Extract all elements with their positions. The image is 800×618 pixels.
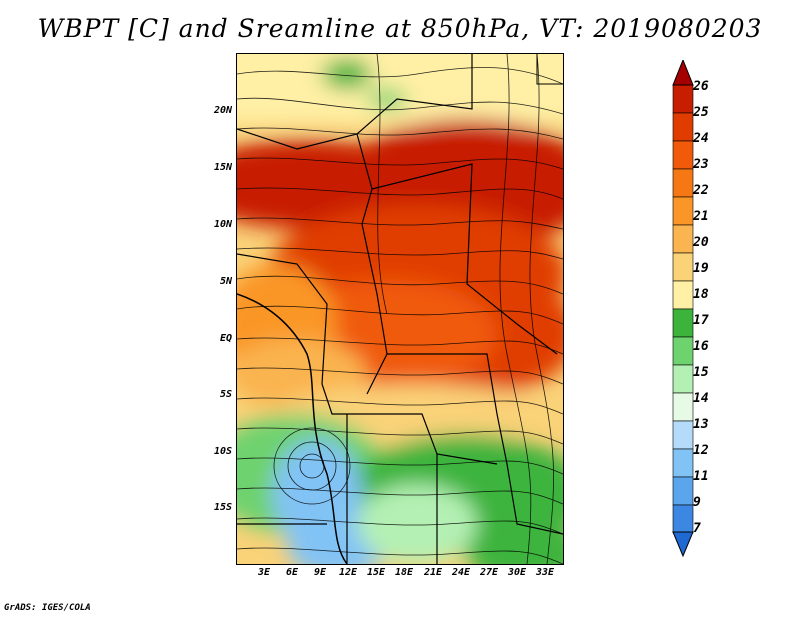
colorbar-label: 17 [693,313,709,328]
y-axis-label: 15S [213,502,232,513]
y-axis-label: 5N [219,276,232,287]
x-axis-label: 6E [285,567,299,578]
colorbar-label: 7 [693,521,701,536]
coastline [237,293,348,564]
x-axis-label: 21E [423,567,443,578]
colorbar-box [672,448,694,478]
colorbar-label: 24 [693,131,709,146]
colorbar-label: 22 [693,183,709,198]
y-axis-label: 5S [219,389,232,400]
colorbar-box [672,364,694,394]
y-axis-label: EQ [219,333,232,344]
colorbar-box [672,392,694,422]
x-axis-label: 27E [479,567,499,578]
colorbar-box [672,308,694,338]
red-sea-coast [536,54,563,85]
country-borders [237,54,563,564]
footer-credit: GrADS: IGES/COLA [4,603,91,613]
x-axis-label: 3E [257,567,271,578]
x-axis-label: 24E [451,567,471,578]
colorbar-box [672,168,694,198]
y-axis-label: 10S [213,446,232,457]
colorbar-top-arrow [672,60,694,86]
colorbar-label: 26 [693,79,709,94]
y-axis-label: 20N [213,105,232,116]
colorbar-box [672,504,694,534]
map-panel [236,53,564,565]
colorbar-box [672,252,694,282]
x-axis-label: 18E [394,567,414,578]
colorbar-label: 20 [693,235,709,250]
chart-title: WBPT [C] and Sreamline at 850hPa, VT: 20… [37,14,763,43]
colorbar [672,60,694,558]
colorbar-label: 12 [693,443,709,458]
colorbar-bottom-arrow [672,531,694,558]
colorbar-boxes [672,84,694,534]
colorbar-label: 11 [693,469,709,484]
colorbar-label: 15 [693,365,709,380]
streamlines [237,54,563,564]
x-axis-label: 9E [313,567,327,578]
colorbar-box [672,84,694,114]
colorbar-box [672,196,694,226]
x-axis-label: 30E [507,567,527,578]
colorbar-label: 23 [693,157,709,172]
colorbar-label: 9 [693,495,701,510]
colorbar-box [672,336,694,366]
colorbar-label: 25 [693,105,709,120]
x-axis-label: 12E [338,567,358,578]
colorbar-box [672,476,694,506]
y-axis-label: 15N [213,162,232,173]
colorbar-box [672,112,694,142]
colorbar-label: 16 [693,339,709,354]
wbpt-field [237,54,563,564]
colorbar-label: 21 [693,209,709,224]
x-axis-label: 15E [366,567,386,578]
colorbar-box [672,420,694,450]
colorbar-label: 13 [693,417,709,432]
y-axis-label: 10N [213,219,232,230]
colorbar-box [672,224,694,254]
colorbar-box [672,280,694,310]
colorbar-label: 19 [693,261,709,276]
colorbar-label: 14 [693,391,709,406]
colorbar-label: 18 [693,287,709,302]
temperature-shading [237,54,563,564]
x-axis-label: 33E [535,567,555,578]
colorbar-box [672,140,694,170]
